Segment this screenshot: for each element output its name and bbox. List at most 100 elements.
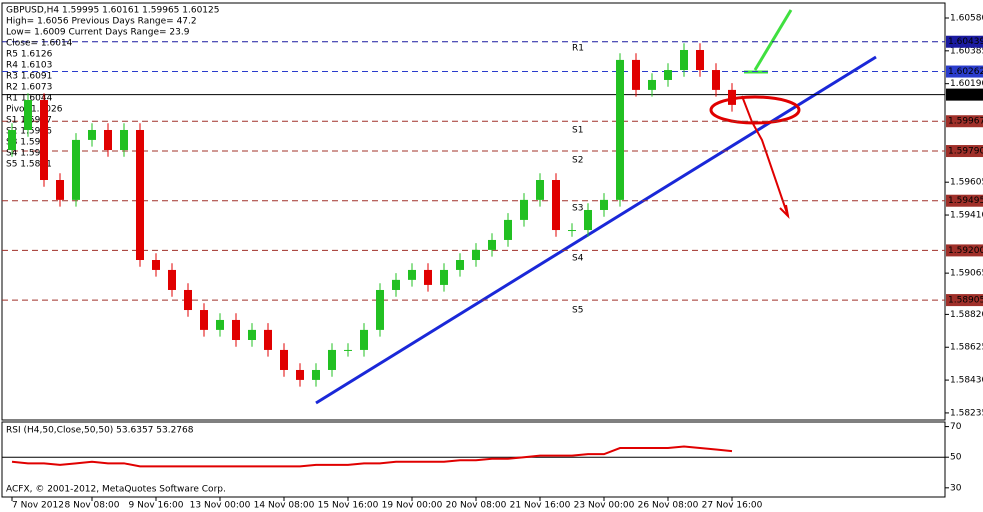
candle-body — [600, 199, 608, 210]
rsi-tick-label: 30 — [950, 483, 962, 493]
level-label: 1.60439 — [948, 37, 983, 47]
level-label: 1.59495 — [948, 196, 983, 206]
x-tick-label: 19 Nov 00:00 — [382, 501, 443, 511]
candle-body — [440, 269, 448, 285]
info-text: High= 1.6056 Previous Days Range= 47.2 — [6, 17, 197, 27]
pivot-text: S3 1.595 — [6, 138, 46, 148]
candle-body — [168, 269, 176, 290]
pivot-text: Pivot 1.6026 — [6, 105, 63, 115]
x-tick-label: 8 Nov 08:00 — [65, 501, 120, 511]
green-arrow — [753, 9, 793, 71]
level-label: 1.58905 — [948, 296, 983, 306]
rsi-title: RSI (H4,50,Close,50,50) 53.6357 53.2768 — [6, 426, 194, 436]
pivot-marker: S3 — [572, 204, 583, 214]
candle-body — [504, 219, 512, 240]
level-box — [946, 65, 983, 78]
candle-body — [56, 180, 64, 200]
info-text: Low= 1.6009 Current Days Range= 23.9 — [6, 28, 190, 38]
candle-body — [456, 260, 464, 270]
pivot-marker: S5 — [572, 306, 583, 316]
rsi-tick-label: 70 — [950, 422, 962, 432]
y-tick-label: 1.59605 — [950, 178, 983, 188]
candle-body — [568, 230, 576, 232]
y-tick-label: 1.59410 — [950, 211, 983, 221]
candle-body — [232, 319, 240, 341]
x-tick-label: 15 Nov 16:00 — [318, 501, 379, 511]
level-label: 1.59200 — [948, 246, 983, 256]
level-box — [946, 115, 983, 128]
pivot-marker: S2 — [572, 156, 583, 166]
candle-body — [408, 269, 416, 280]
level-box — [946, 194, 983, 207]
candle-body — [88, 129, 96, 140]
candle-body — [696, 49, 704, 71]
red-arrow — [741, 95, 789, 217]
y-tick-label: 1.59065 — [950, 269, 983, 279]
candle-body — [264, 329, 272, 350]
red-ellipse — [709, 95, 801, 125]
candle-body — [664, 70, 672, 80]
level-box — [946, 35, 983, 48]
copyright: ACFX, © 2001-2012, MetaQuotes Software C… — [6, 485, 226, 495]
level-box — [946, 145, 983, 158]
candle-body — [216, 319, 224, 330]
candle-body — [72, 139, 80, 200]
x-tick-label: 27 Nov 16:00 — [702, 501, 763, 511]
pivot-text: R3 1.6091 — [6, 72, 52, 82]
y-tick-label: 1.58625 — [950, 343, 983, 353]
candle-body — [616, 59, 624, 200]
x-tick-label: 20 Nov 08:00 — [446, 501, 507, 511]
candle-body — [536, 180, 544, 200]
pivot-text: S5 1.5891 — [6, 160, 52, 170]
candle-body — [520, 199, 528, 220]
y-tick-label: 1.58820 — [950, 310, 983, 320]
candle-body — [680, 49, 688, 71]
candle-body — [184, 289, 192, 311]
candle-body — [728, 89, 736, 105]
x-tick-label: 13 Nov 00:00 — [190, 501, 251, 511]
x-tick-label: 7 Nov 2012 — [12, 501, 64, 511]
candle-body — [248, 329, 256, 341]
candle-body — [344, 349, 352, 351]
info-text: GBPUSD,H4 1.59995 1.60161 1.59965 1.6012… — [6, 6, 219, 16]
rsi-tick-label: 50 — [950, 453, 962, 463]
candle-body — [472, 249, 480, 261]
candle-body — [632, 59, 640, 90]
level-label: 1.59790 — [948, 147, 983, 157]
info-text: Close= 1.6014 — [6, 39, 73, 49]
pivot-text: S4 1.592 — [6, 149, 46, 159]
level-label: 1.59967 — [948, 117, 983, 127]
pivot-text: R1 1.6044 — [6, 94, 53, 104]
candle-body — [392, 279, 400, 290]
candle-body — [280, 349, 288, 370]
level-box — [946, 294, 983, 307]
pivot-marker: S1 — [572, 126, 583, 136]
candle-body — [40, 100, 48, 181]
rsi-line — [11, 445, 733, 468]
candle-body — [120, 129, 128, 151]
y-tick-label: 1.60385 — [950, 46, 983, 56]
candle-body — [136, 129, 144, 261]
pivot-marker: R1 — [572, 44, 584, 54]
y-tick-label: 1.60190 — [950, 79, 983, 89]
pivot-text: R5 1.6126 — [6, 50, 53, 60]
trend-line — [315, 55, 877, 405]
candle-body — [584, 209, 592, 231]
x-tick-label: 9 Nov 16:00 — [129, 501, 184, 511]
candle-body — [152, 260, 160, 270]
y-tick-label: 1.60580 — [950, 13, 983, 23]
candle-body — [712, 70, 720, 90]
candle-body — [488, 239, 496, 250]
pivot-text: R4 1.6103 — [6, 61, 52, 71]
level-box — [946, 88, 983, 101]
candle-body — [312, 369, 320, 380]
candle-body — [360, 329, 368, 350]
candle-body — [552, 180, 560, 231]
y-tick-label: 1.58235 — [950, 408, 983, 418]
x-tick-label: 23 Nov 00:00 — [574, 501, 635, 511]
candle-body — [424, 269, 432, 285]
candle-body — [200, 310, 208, 330]
pivot-text: R2 1.6073 — [6, 83, 52, 93]
red-arrow-head — [779, 204, 790, 219]
candle-body — [8, 129, 16, 151]
